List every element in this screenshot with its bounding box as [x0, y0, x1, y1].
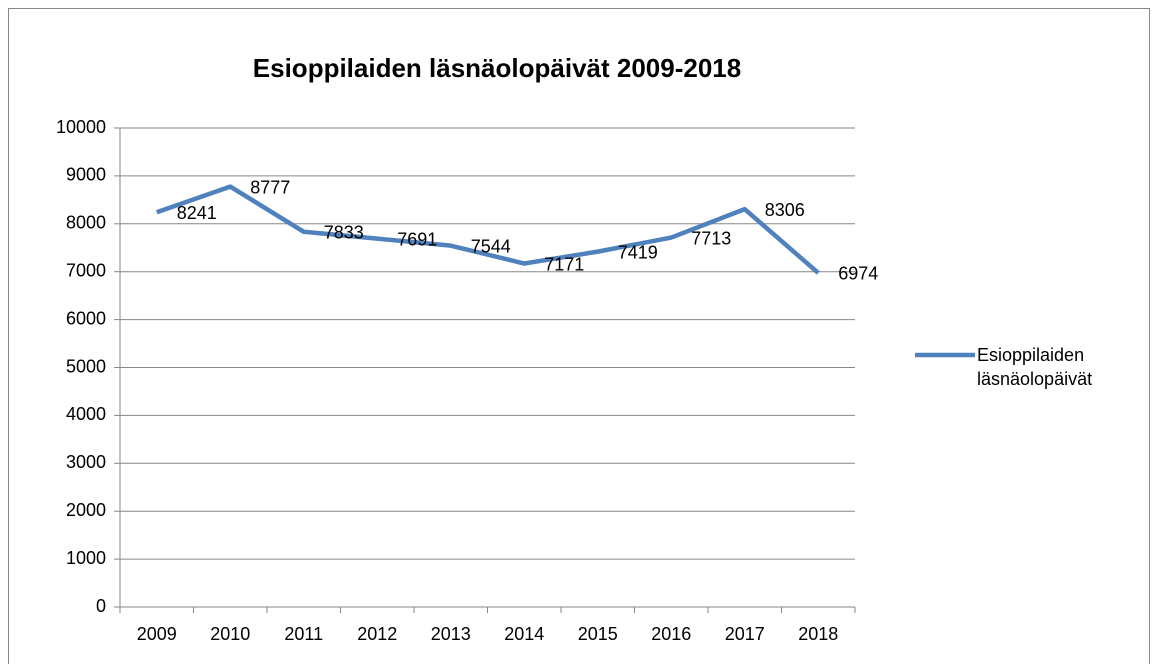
x-tick-label: 2013 — [431, 624, 471, 644]
data-label: 7691 — [397, 229, 437, 249]
x-tick-label: 2018 — [798, 624, 838, 644]
x-tick-label: 2015 — [578, 624, 618, 644]
x-tick-label: 2014 — [504, 624, 544, 644]
x-tick-label: 2017 — [725, 624, 765, 644]
y-tick-label: 6000 — [66, 308, 106, 328]
data-label: 7713 — [691, 228, 731, 248]
data-label: 8777 — [250, 177, 290, 197]
data-label: 7544 — [471, 236, 511, 256]
y-tick-label: 2000 — [66, 500, 106, 520]
y-tick-label: 5000 — [66, 356, 106, 376]
y-tick-label: 10000 — [56, 117, 106, 137]
chart-title: Esioppilaiden läsnäolopäivät 2009-2018 — [253, 53, 741, 83]
x-tick-label: 2016 — [651, 624, 691, 644]
data-label: 7419 — [618, 242, 658, 262]
y-tick-label: 4000 — [66, 404, 106, 424]
x-tick-label: 2010 — [210, 624, 250, 644]
legend-label: Esioppilaiden läsnäolopäivät — [977, 345, 1093, 389]
y-tick-label: 7000 — [66, 260, 106, 280]
data-label: 7833 — [324, 223, 364, 243]
data-label: 8241 — [177, 203, 217, 223]
y-tick-label: 1000 — [66, 548, 106, 568]
data-label: 8306 — [765, 200, 805, 220]
data-line — [156, 184, 820, 275]
chart-border — [8, 8, 1150, 664]
data-label: 6974 — [838, 264, 878, 284]
data-label: 7171 — [544, 254, 584, 274]
x-tick-label: 2009 — [137, 624, 177, 644]
y-tick-label: 9000 — [66, 165, 106, 185]
y-tick-label: 3000 — [66, 452, 106, 472]
x-tick-label: 2011 — [284, 624, 323, 644]
x-tick-label: 2012 — [357, 624, 397, 644]
y-tick-label: 0 — [96, 596, 106, 616]
y-tick-label: 8000 — [66, 213, 106, 233]
